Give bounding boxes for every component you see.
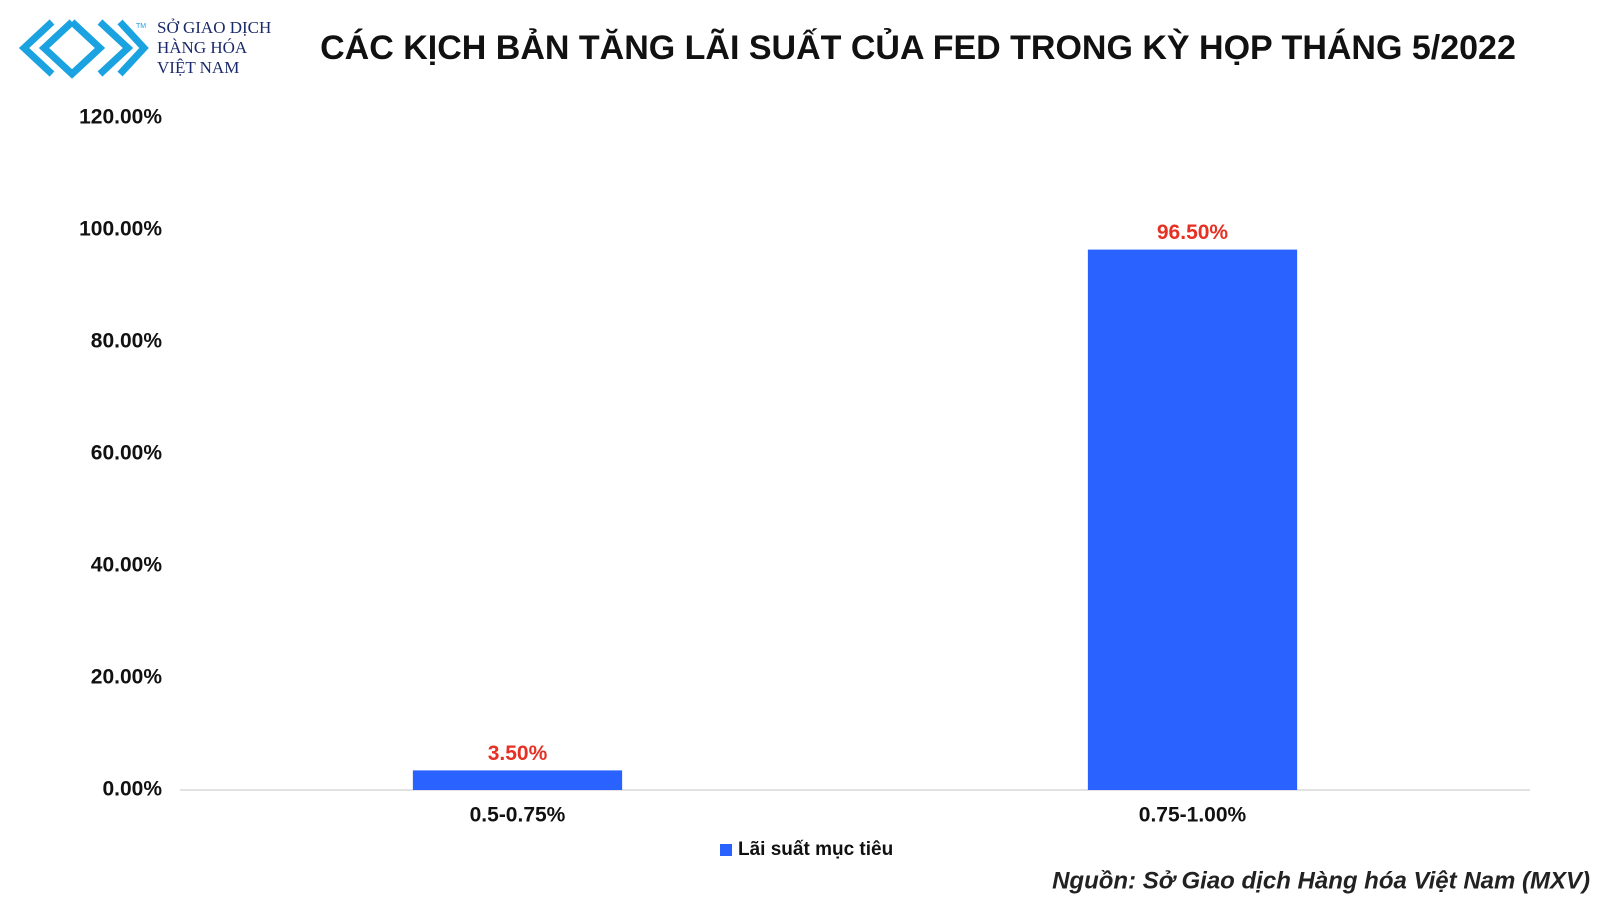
logo <box>18 19 149 79</box>
logo-text: SỞ GIAO DỊCH <box>157 18 271 37</box>
logo-chevron <box>38 19 106 79</box>
x-tick-label: 0.75-1.00% <box>1139 804 1247 827</box>
bar <box>1087 249 1298 791</box>
logo-mark: TM <box>136 23 146 30</box>
bar <box>412 770 623 790</box>
legend-label: Lãi suất mục tiêu <box>738 839 893 860</box>
logo-chevron <box>18 19 55 77</box>
y-tick-label: 60.00% <box>91 442 163 465</box>
logo-chevron <box>117 19 149 77</box>
source: Nguồn: Sở Giao dịch Hàng hóa Việt Nam (M… <box>1052 867 1590 894</box>
value-label: 3.50% <box>488 742 548 765</box>
value-label: 96.50% <box>1157 221 1229 244</box>
y-tick-label: 0.00% <box>102 778 162 801</box>
y-tick-label: 40.00% <box>91 554 163 577</box>
y-tick-label: 100.00% <box>79 218 162 241</box>
x-tick-label: 0.5-0.75% <box>470 804 566 827</box>
logo-text: HÀNG HÓA <box>157 38 248 57</box>
y-tick-label: 20.00% <box>91 666 163 689</box>
legend-swatch <box>720 844 732 856</box>
y-tick-label: 120.00% <box>79 106 162 129</box>
chart-title: CÁC KỊCH BẢN TĂNG LÃI SUẤT CỦA FED TRONG… <box>320 29 1516 67</box>
logo-text: VIỆT NAM <box>157 58 239 77</box>
y-tick-label: 80.00% <box>91 330 163 353</box>
logo-chevron <box>97 19 134 77</box>
